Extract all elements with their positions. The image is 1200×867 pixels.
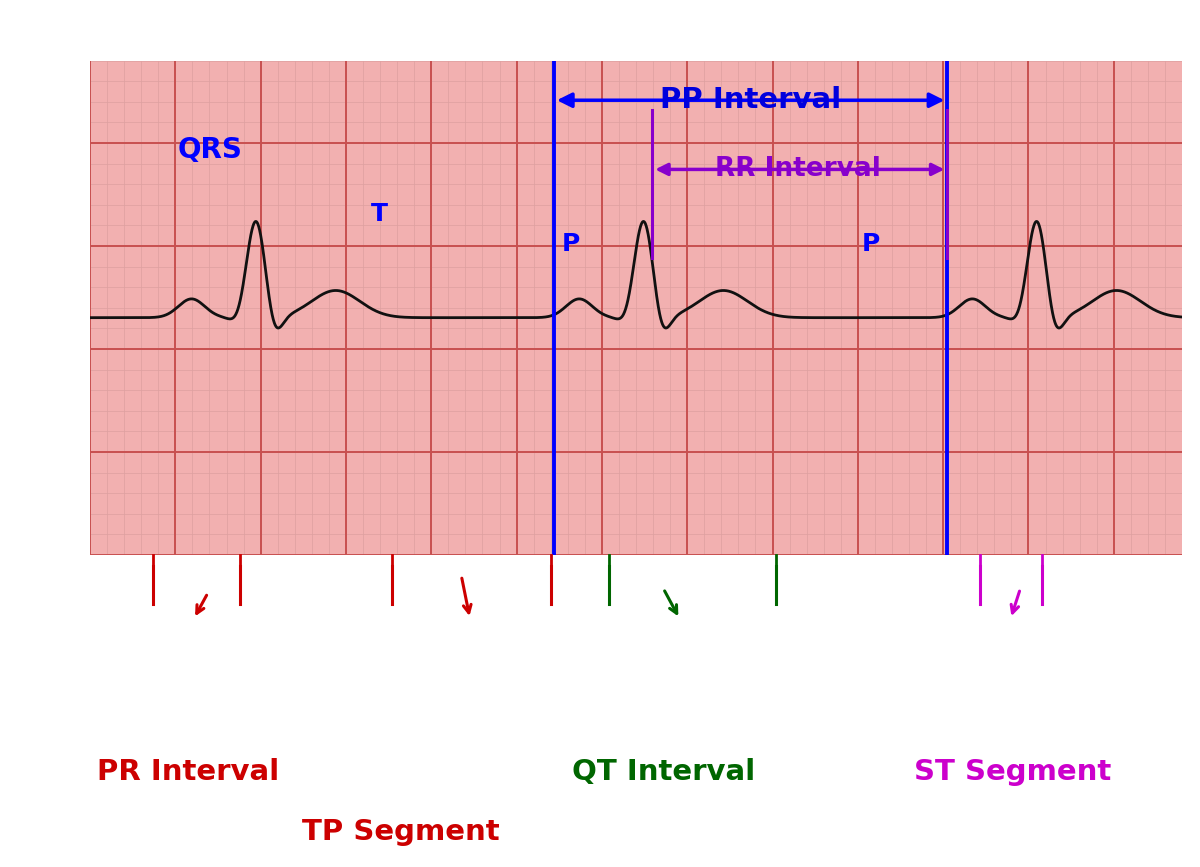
Text: ST Segment: ST Segment <box>914 758 1111 786</box>
Text: T: T <box>371 202 388 226</box>
Text: RR Interval: RR Interval <box>715 156 881 182</box>
Text: QRS: QRS <box>178 135 242 164</box>
Text: P: P <box>562 231 580 256</box>
Text: P: P <box>862 231 880 256</box>
Text: PR Interval: PR Interval <box>97 758 280 786</box>
Text: QT Interval: QT Interval <box>571 758 755 786</box>
Text: PP Interval: PP Interval <box>660 86 841 114</box>
Text: TP Segment: TP Segment <box>302 818 500 846</box>
